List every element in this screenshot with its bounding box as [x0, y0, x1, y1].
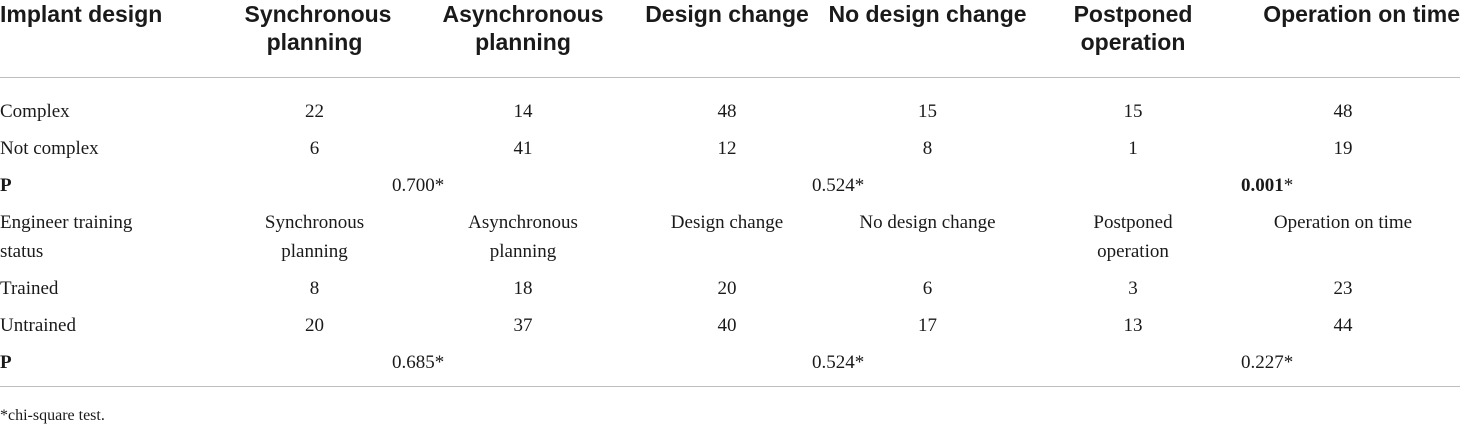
table-cell: 1 — [1128, 138, 1138, 159]
table-cell: 22 — [305, 101, 324, 122]
table-cell: 8 — [309, 278, 320, 299]
header-row: Implant design Synchronous planning Asyn… — [0, 0, 1460, 78]
header-implant-design: Implant design — [0, 0, 222, 78]
table-cell: 19 — [1333, 138, 1353, 159]
subheader-row: Engineer training status Synchronous pla… — [0, 208, 1460, 274]
p-value-planning: 0.700* — [392, 175, 445, 196]
table-cell: 44 — [1333, 315, 1353, 336]
table-cell: 6 — [922, 278, 933, 299]
table-cell: 23 — [1333, 278, 1353, 299]
table-cell: 3 — [1128, 278, 1138, 299]
p-value-asterisk: * — [1283, 175, 1294, 196]
table-cell: 15 — [918, 101, 937, 122]
header-operation-on-time: Operation on time — [1226, 0, 1460, 78]
header-asynchronous-planning: Asynchronous planning — [407, 0, 639, 78]
table-cell: 41 — [513, 138, 533, 159]
subheader-engineer-training-status: Engineer training status — [0, 212, 133, 262]
table-cell: 6 — [309, 138, 320, 159]
table-cell: 17 — [918, 315, 937, 336]
table-row: Trained 8 18 20 6 3 23 — [0, 274, 1460, 311]
p-value-planning: 0.685* — [222, 348, 639, 387]
table-cell: 48 — [1333, 101, 1353, 122]
header-postponed-operation: Postponed operation — [1040, 0, 1226, 78]
table-cell: 18 — [513, 278, 533, 299]
row-label: Untrained — [0, 315, 76, 336]
p-value-design: 0.524* — [812, 175, 865, 196]
table-cell: 15 — [1123, 101, 1143, 122]
p-value-operation: 0.227* — [1040, 348, 1460, 387]
subheader-synchronous-planning: Synchronous planning — [264, 212, 365, 262]
table-cell: 20 — [717, 278, 737, 299]
subheader-asynchronous-planning: Asynchronous planning — [468, 212, 578, 262]
table-cell: 12 — [717, 138, 737, 159]
row-label: Not complex — [0, 138, 99, 159]
table-row: Not complex 6 41 12 8 1 19 — [0, 134, 1460, 171]
header-no-design-change: No design change — [815, 0, 1040, 78]
p-value-bold: 0.001 — [1241, 175, 1284, 196]
table-cell: 48 — [717, 101, 737, 122]
subheader-design-change: Design change — [670, 212, 784, 233]
p-value-operation: 0.001* — [1040, 171, 1460, 208]
p-value-design: 0.524* — [639, 348, 1040, 387]
table-cell: 37 — [513, 315, 533, 336]
row-label: Complex — [0, 101, 70, 122]
table-cell: 20 — [305, 315, 324, 336]
p-value-row: P 0.685* 0.524* 0.227* — [0, 348, 1460, 387]
table-row: Untrained 20 37 40 17 13 44 — [0, 311, 1460, 348]
row-label: Trained — [0, 278, 59, 299]
table-cell: 40 — [717, 315, 737, 336]
p-value-row: P 0.700* 0.524* 0.001* — [0, 171, 1460, 208]
p-label: P — [0, 348, 222, 387]
subheader-operation-on-time: Operation on time — [1273, 212, 1413, 233]
table-cell: 13 — [1123, 315, 1143, 336]
table-footnote: *chi-square test. — [0, 407, 105, 424]
table-cell: 14 — [513, 101, 533, 122]
header-design-change: Design change — [639, 0, 815, 78]
table-row: Complex 22 14 48 15 15 48 — [0, 78, 1460, 135]
subheader-no-design-change: No design change — [859, 212, 996, 233]
table-cell: 8 — [922, 138, 933, 159]
p-label: P — [0, 175, 12, 196]
header-synchronous-planning: Synchronous planning — [222, 0, 407, 78]
results-table: Implant design Synchronous planning Asyn… — [0, 0, 1460, 387]
subheader-postponed-operation: Postponed operation — [1093, 212, 1173, 262]
